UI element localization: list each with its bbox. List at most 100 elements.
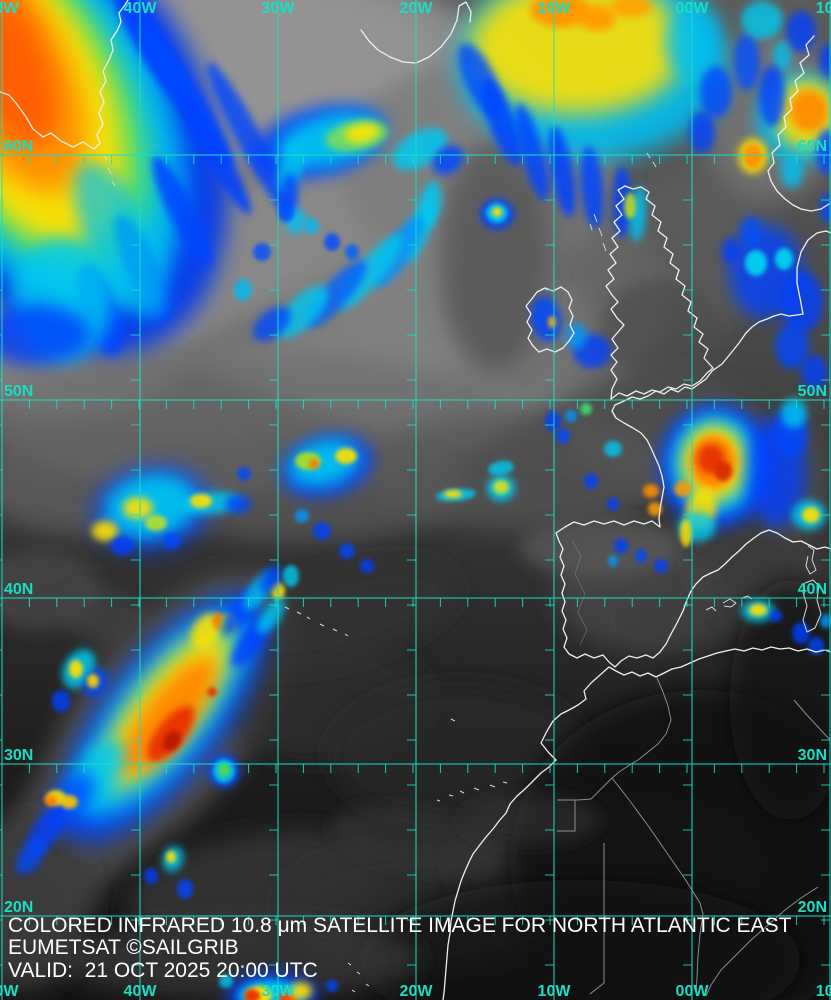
color-cloud — [580, 146, 604, 228]
color-cloud — [244, 989, 260, 1000]
gray-cloud — [60, 920, 420, 1000]
color-cloud — [326, 980, 338, 992]
color-cloud — [556, 428, 570, 444]
caption-source: EUMETSAT ©SAILGRIB — [8, 936, 239, 959]
gray-cloud — [360, 880, 800, 1000]
lat-label-left: 40N — [4, 581, 33, 598]
color-cloud — [493, 480, 509, 494]
islands-azores — [284, 606, 349, 637]
color-cloud — [488, 460, 514, 476]
color-cloud — [234, 279, 252, 301]
color-cloud — [689, 111, 715, 153]
color-cloud — [722, 238, 740, 264]
coastline-sardinia — [802, 579, 822, 633]
color-cloud — [275, 285, 329, 339]
lon-label-bottom: 10W — [538, 983, 572, 1000]
lat-label-left: 50N — [4, 383, 33, 400]
color-cloud — [614, 538, 628, 554]
color-cloud — [444, 490, 462, 498]
color-cloud — [470, 0, 686, 114]
color-cloud — [120, 657, 216, 775]
border-portugal-spain — [571, 540, 588, 646]
color-cloud — [237, 467, 251, 481]
color-cloud — [305, 218, 319, 234]
color-cloud — [548, 126, 576, 218]
color-cloud — [225, 495, 251, 513]
lon-label-top: 00W — [676, 0, 710, 17]
color-cloud — [207, 62, 293, 218]
coastline-corsica — [805, 545, 817, 575]
lon-label-bottom: 10E — [816, 983, 831, 1000]
coastline-britain — [605, 185, 714, 400]
color-cloud — [749, 604, 767, 616]
islands-cape-verde — [347, 962, 370, 993]
color-cloud — [458, 43, 502, 117]
color-cloud — [190, 494, 212, 508]
color-cloud — [0, 305, 90, 365]
color-cloud — [781, 398, 807, 428]
color-cloud — [177, 879, 193, 899]
color-cloud — [295, 509, 309, 523]
lon-label-top: 10E — [816, 0, 831, 17]
lat-label-right: 30N — [798, 747, 827, 764]
lon-label-bottom: 20W — [400, 983, 434, 1000]
lon-label-top: 10W — [538, 0, 572, 17]
coastline-channel-france — [647, 370, 713, 397]
color-cloud — [773, 41, 791, 71]
color-cloud — [820, 193, 831, 223]
color-cloud — [786, 11, 816, 53]
color-cloud — [548, 316, 556, 328]
lon-label-bottom: 40W — [124, 983, 158, 1000]
color-cloud — [283, 565, 299, 587]
color-cloud — [734, 33, 760, 91]
coastline-iberia — [555, 526, 831, 668]
color-cloud — [759, 65, 785, 127]
color-cloud — [360, 559, 374, 573]
color-cloud — [339, 543, 355, 559]
lat-label-left: 60N — [4, 138, 33, 155]
color-cloud — [218, 763, 230, 777]
color-cloud — [45, 795, 57, 807]
caption-title: COLORED INFRARED 10.8 μm SATELLITE IMAGE… — [8, 914, 792, 937]
lat-label-right: 50N — [798, 383, 827, 400]
color-cloud — [123, 497, 153, 519]
color-cloud — [613, 166, 631, 238]
lon-label-top: 20W — [400, 0, 434, 17]
color-cloud — [819, 43, 831, 81]
caption-block: COLORED INFRARED 10.8 μm SATELLITE IMAGE… — [8, 914, 792, 982]
color-cloud — [15, 837, 47, 875]
color-cloud — [166, 851, 176, 863]
lon-label-bottom: 30W — [262, 983, 296, 1000]
color-cloud — [207, 687, 217, 697]
lon-label-top: 30W — [262, 0, 296, 17]
color-cloud — [775, 323, 809, 369]
color-cloud — [648, 502, 662, 516]
color-cloud — [781, 271, 823, 333]
color-cloud — [309, 459, 319, 469]
lon-label-bottom: 50W — [0, 983, 19, 1000]
color-cloud — [700, 66, 732, 118]
coastline-ireland — [525, 286, 575, 353]
color-cloud — [69, 660, 83, 678]
color-cloud — [176, 89, 252, 215]
gray-cloud — [440, 140, 550, 370]
color-cloud — [87, 674, 99, 688]
caption-valid-time: VALID: 21 OCT 2025 20:00 UTC — [8, 959, 318, 982]
color-cloud — [492, 207, 502, 217]
color-cloud — [643, 484, 659, 498]
lat-label-right: 20N — [798, 899, 827, 916]
color-cloud — [635, 549, 647, 563]
color-cloud — [624, 193, 636, 219]
color-cloud — [111, 537, 133, 555]
border-mauritania-mali — [589, 777, 704, 995]
color-cloud — [740, 216, 762, 246]
gray-cloud — [600, 280, 720, 380]
coastline-hebrides — [589, 152, 657, 252]
lat-label-right: 40N — [798, 581, 827, 598]
color-cloud — [584, 473, 598, 489]
color-cloud — [801, 355, 827, 389]
